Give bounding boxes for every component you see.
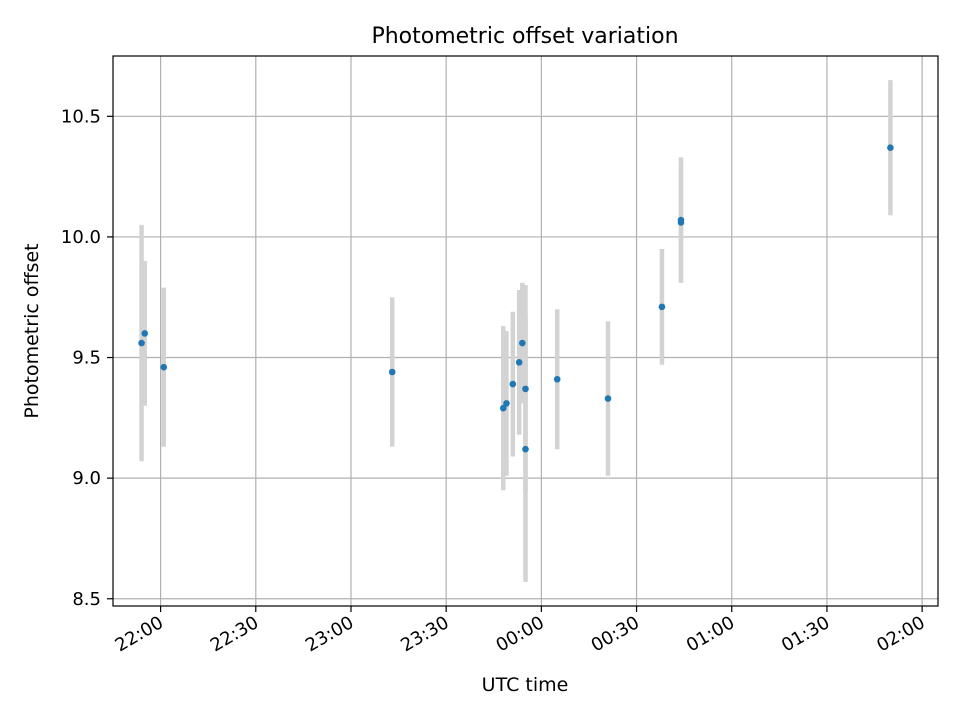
chart-title: Photometric offset variation (371, 24, 678, 49)
y-axis-label: Photometric offset (21, 243, 43, 418)
data-point (658, 303, 666, 311)
data-point (509, 380, 517, 388)
data-point (138, 339, 145, 347)
data-point (519, 339, 526, 347)
y-tick-label: 10.5 (61, 106, 101, 127)
data-point (522, 445, 529, 453)
data-point (677, 219, 685, 226)
x-axis-label: UTC time (482, 674, 569, 696)
data-point (503, 400, 510, 407)
y-tick-label: 8.5 (72, 589, 101, 610)
data-point (388, 368, 396, 376)
data-point (887, 144, 894, 151)
y-tick-label: 9.5 (72, 348, 101, 369)
data-point (522, 385, 529, 393)
data-point (515, 359, 523, 366)
data-point (499, 404, 507, 412)
y-tick-label: 9.0 (72, 468, 101, 489)
y-tick-label: 10.0 (61, 227, 101, 248)
y-axis-ticks: 8.5 9.0 9.5 10.0 10.5 (61, 106, 113, 610)
data-point (553, 375, 561, 383)
data-point (160, 363, 168, 371)
data-point (141, 330, 149, 337)
plot-frame (112, 55, 939, 607)
data-point (604, 395, 612, 402)
data-points (138, 144, 894, 453)
